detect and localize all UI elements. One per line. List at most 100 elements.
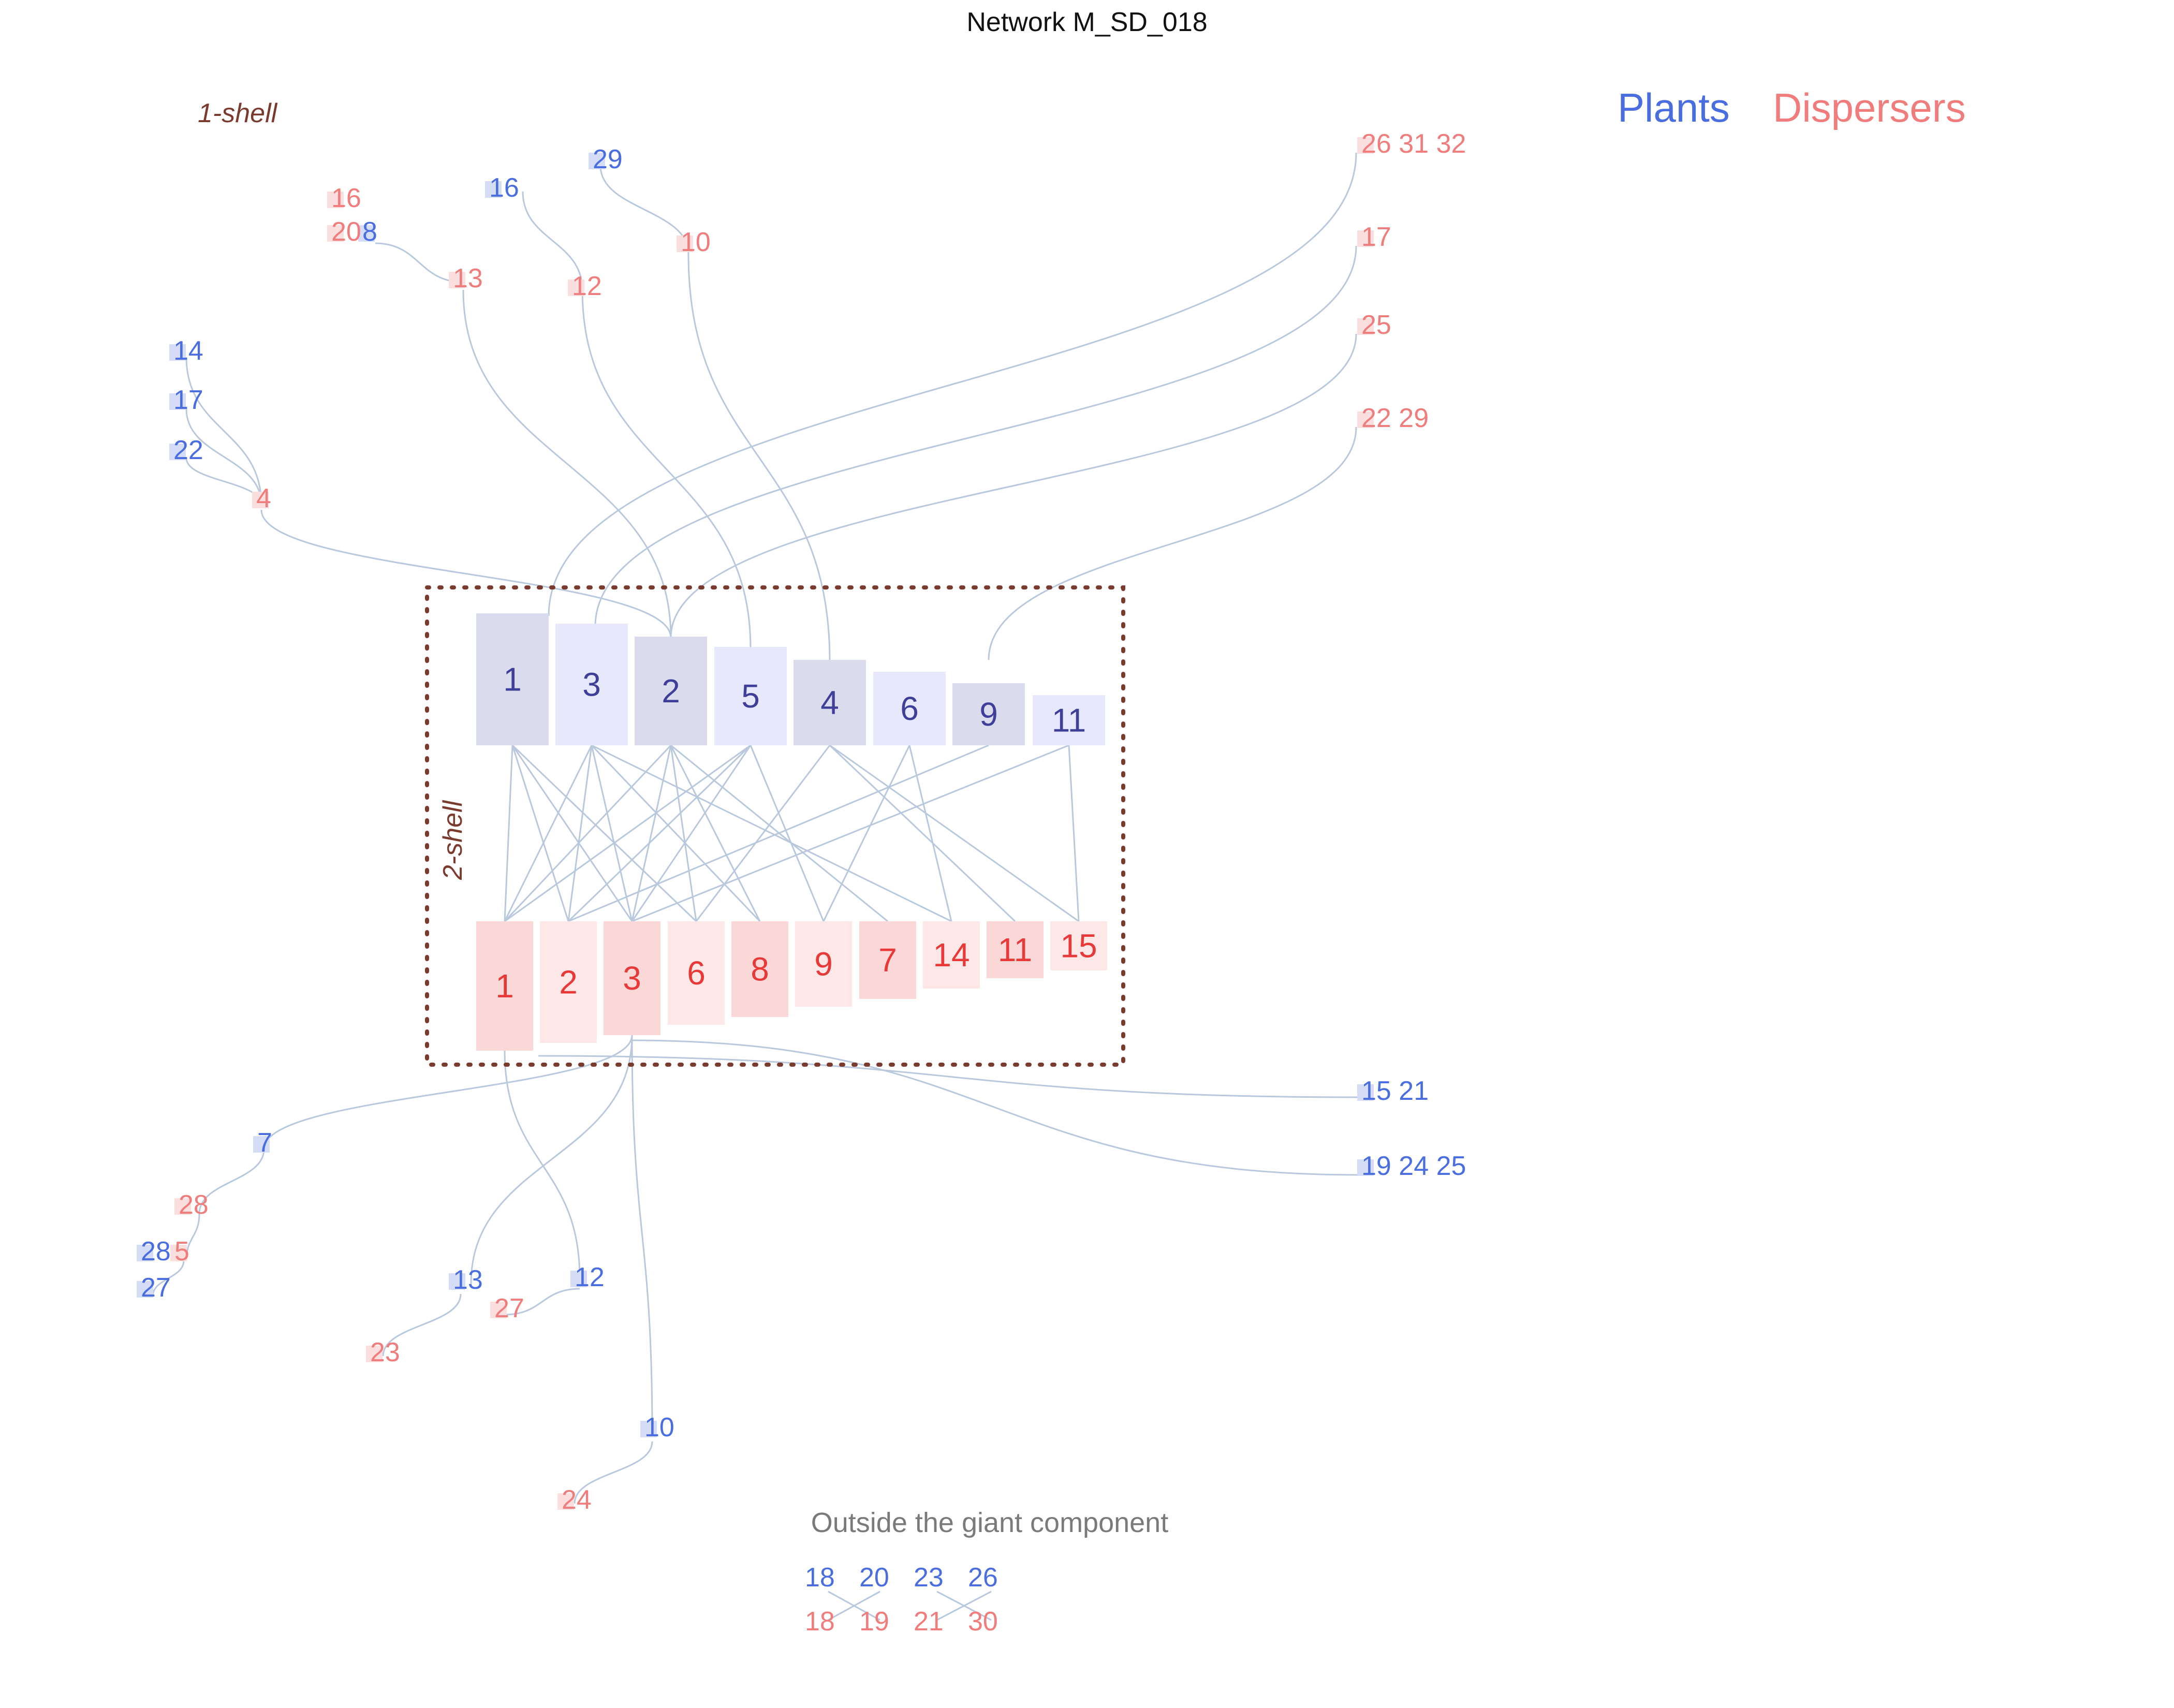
core-link: [1068, 745, 1080, 922]
plant-node-marker: [640, 1421, 657, 1437]
peripheral-link: [470, 1035, 633, 1284]
core-disperser-box: [987, 921, 1044, 978]
core-disperser-box: [731, 921, 788, 1017]
legend-plants: Plants: [1618, 85, 1730, 130]
core-disperser-box: [604, 921, 660, 1035]
disperser-node-marker: [174, 1198, 191, 1215]
peripheral-link: [631, 1039, 1359, 1176]
core-plant-label: 2: [662, 672, 680, 710]
core-disperser-label: 3: [623, 960, 641, 997]
plant-node-marker: [589, 153, 605, 169]
peripheral-link: [382, 1293, 462, 1357]
disperser-node-label: 28: [179, 1190, 209, 1220]
plant-node-marker: [1357, 1159, 1374, 1176]
core-disperser-label: 11: [998, 931, 1032, 968]
outside-disperser-label: 19: [859, 1607, 889, 1637]
core-plant-label: 1: [503, 661, 522, 698]
core-disperser-box: [859, 921, 916, 999]
plant-node-marker: [449, 1273, 465, 1290]
peripheral-link: [504, 1288, 580, 1316]
disperser-node-marker: [327, 225, 344, 242]
disperser-node-label: 10: [681, 227, 711, 257]
disperser-node-label: 20: [331, 217, 361, 247]
core-link: [695, 745, 831, 922]
plant-node-label: 16: [489, 173, 519, 203]
plant-node-marker: [169, 344, 186, 361]
plant-node-label: 12: [575, 1262, 605, 1292]
disperser-node-label: 22 29: [1361, 403, 1429, 433]
core-disperser-label: 8: [751, 951, 769, 988]
peripheral-link: [548, 152, 1357, 616]
core-disperser-box: [795, 921, 852, 1007]
peripheral-link: [581, 289, 752, 649]
core-link: [504, 744, 672, 922]
plant-node-label: 29: [593, 144, 623, 174]
core-link: [504, 745, 593, 922]
disperser-node-marker: [366, 1346, 383, 1362]
core-link: [750, 745, 825, 922]
disperser-node-marker: [252, 492, 269, 508]
core-disperser-label: 9: [814, 946, 833, 983]
outside-component: 18 20 23 26 18 19 21 30: [805, 1563, 998, 1637]
plant-node-marker: [570, 1271, 587, 1287]
peripheral-link: [574, 1441, 653, 1504]
peripheral-link: [375, 242, 464, 283]
plant-node-label: 19 24 25: [1361, 1151, 1466, 1181]
peripheral-link: [594, 245, 1357, 627]
disperser-node-marker: [1357, 318, 1374, 335]
peripheral-link: [185, 408, 262, 505]
peripheral-link: [631, 1035, 653, 1434]
peripheral-link: [504, 1050, 581, 1279]
core-plant-box: [952, 683, 1025, 745]
peripheral-link: [263, 1035, 633, 1150]
core-plant-box: [635, 637, 707, 745]
core-plant-box: [714, 647, 787, 745]
core-plant-label: 5: [741, 678, 760, 715]
core-plant-box: [476, 613, 549, 745]
plant-node-marker: [169, 444, 186, 460]
core-link: [822, 745, 910, 922]
peripheral-link: [687, 253, 831, 662]
core-plant-label: 6: [900, 690, 919, 727]
disperser-node-label: 25: [1361, 310, 1391, 340]
link-layer: [152, 152, 1359, 1621]
core-link: [504, 745, 513, 922]
peripheral-link: [599, 165, 689, 254]
core-plant-box: [873, 672, 946, 745]
disperser-node-label: 17: [1361, 222, 1391, 252]
core-link: [591, 744, 761, 922]
disperser-node-marker: [490, 1302, 507, 1318]
core-link: [511, 744, 697, 922]
disperser-node-label: 4: [256, 483, 271, 513]
outside-link: [828, 1591, 880, 1621]
disperser-node-marker: [557, 1493, 574, 1510]
core-plant-label: 3: [582, 666, 601, 703]
peripheral-link: [260, 509, 672, 638]
core-disperser-label: 6: [687, 954, 706, 992]
core-disperser-box: [540, 921, 597, 1043]
chart-title: Network M_SD_018: [966, 7, 1207, 37]
plant-node-label: 22: [173, 435, 203, 465]
disperser-node-marker: [677, 235, 693, 252]
disperser-node-label: 13: [453, 263, 483, 293]
plant-node-marker: [253, 1136, 270, 1153]
outside-link: [936, 1591, 992, 1621]
core-link: [670, 745, 697, 922]
core-disperser-box: [476, 921, 533, 1051]
core-disperser-box: [923, 921, 980, 989]
disperser-node-marker: [568, 279, 584, 296]
plant-node-marker: [1357, 1084, 1374, 1101]
outside-plant-label: 20: [859, 1563, 889, 1593]
core-plant-label: 4: [820, 684, 839, 722]
core-disperser-box: [1050, 921, 1107, 970]
plant-node-label: 10: [644, 1412, 674, 1442]
plant-node-label: 13: [453, 1265, 483, 1295]
outer-shell-label: 1-shell: [198, 98, 278, 128]
disperser-node-label: 23: [370, 1337, 400, 1367]
outside-disperser-label: 18: [805, 1607, 835, 1637]
plant-node-label: 15 21: [1361, 1076, 1429, 1106]
plant-node-marker: [137, 1281, 153, 1298]
plant-node-label: 27: [141, 1273, 171, 1303]
